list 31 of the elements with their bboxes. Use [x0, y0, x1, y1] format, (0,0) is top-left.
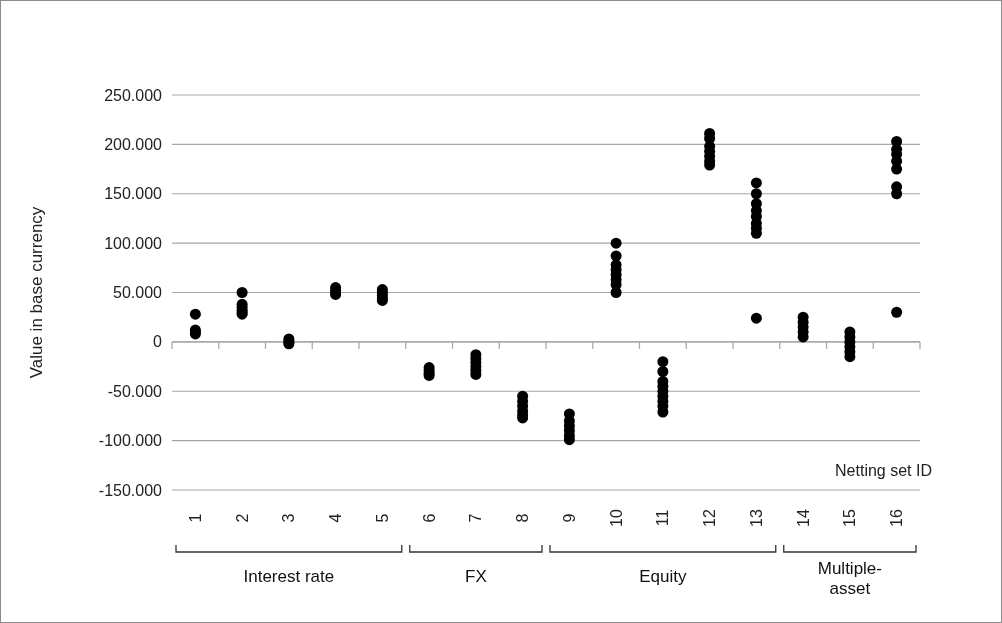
x-tick-label: 9	[560, 513, 578, 523]
x-tick-label: 8	[514, 513, 532, 523]
y-tick-label: 150.000	[104, 185, 163, 203]
x-tick-label: 7	[467, 513, 485, 523]
y-tick-label: 0	[153, 333, 163, 351]
text: Interest rate	[243, 567, 335, 586]
x-tick-label: 11	[654, 509, 672, 527]
x-tick-label: 3	[280, 513, 298, 523]
x-tick-label: 16	[888, 509, 906, 527]
text: FX	[465, 567, 487, 586]
y-tick-label: 50.000	[113, 284, 163, 302]
x-tick-label: 6	[420, 513, 438, 523]
x-tick-label: 4	[327, 513, 345, 523]
x-tick-label: 5	[373, 513, 391, 523]
y-tick-label: 250.000	[104, 86, 163, 104]
x-tick-label: 10	[607, 509, 625, 527]
x-tick-label: 2	[233, 513, 251, 523]
x-tick-label: 15	[841, 509, 859, 527]
y-axis-title: Value in base currency	[27, 206, 46, 379]
text: Multiple-asset	[817, 559, 882, 598]
x-tick-label: 13	[747, 509, 765, 527]
y-tick-label: -50.000	[107, 382, 163, 400]
text: Equity	[639, 567, 687, 586]
x-tick-label: 12	[701, 509, 719, 527]
y-tick-label: -100.000	[98, 432, 163, 450]
x-axis-title: Netting set ID	[835, 462, 932, 479]
x-tick-label: 14	[794, 509, 812, 527]
y-tick-label: 200.000	[104, 135, 163, 153]
y-tick-label: -150.000	[98, 481, 163, 499]
y-tick-label: 100.000	[104, 234, 163, 252]
x-tick-label: 1	[186, 513, 204, 523]
